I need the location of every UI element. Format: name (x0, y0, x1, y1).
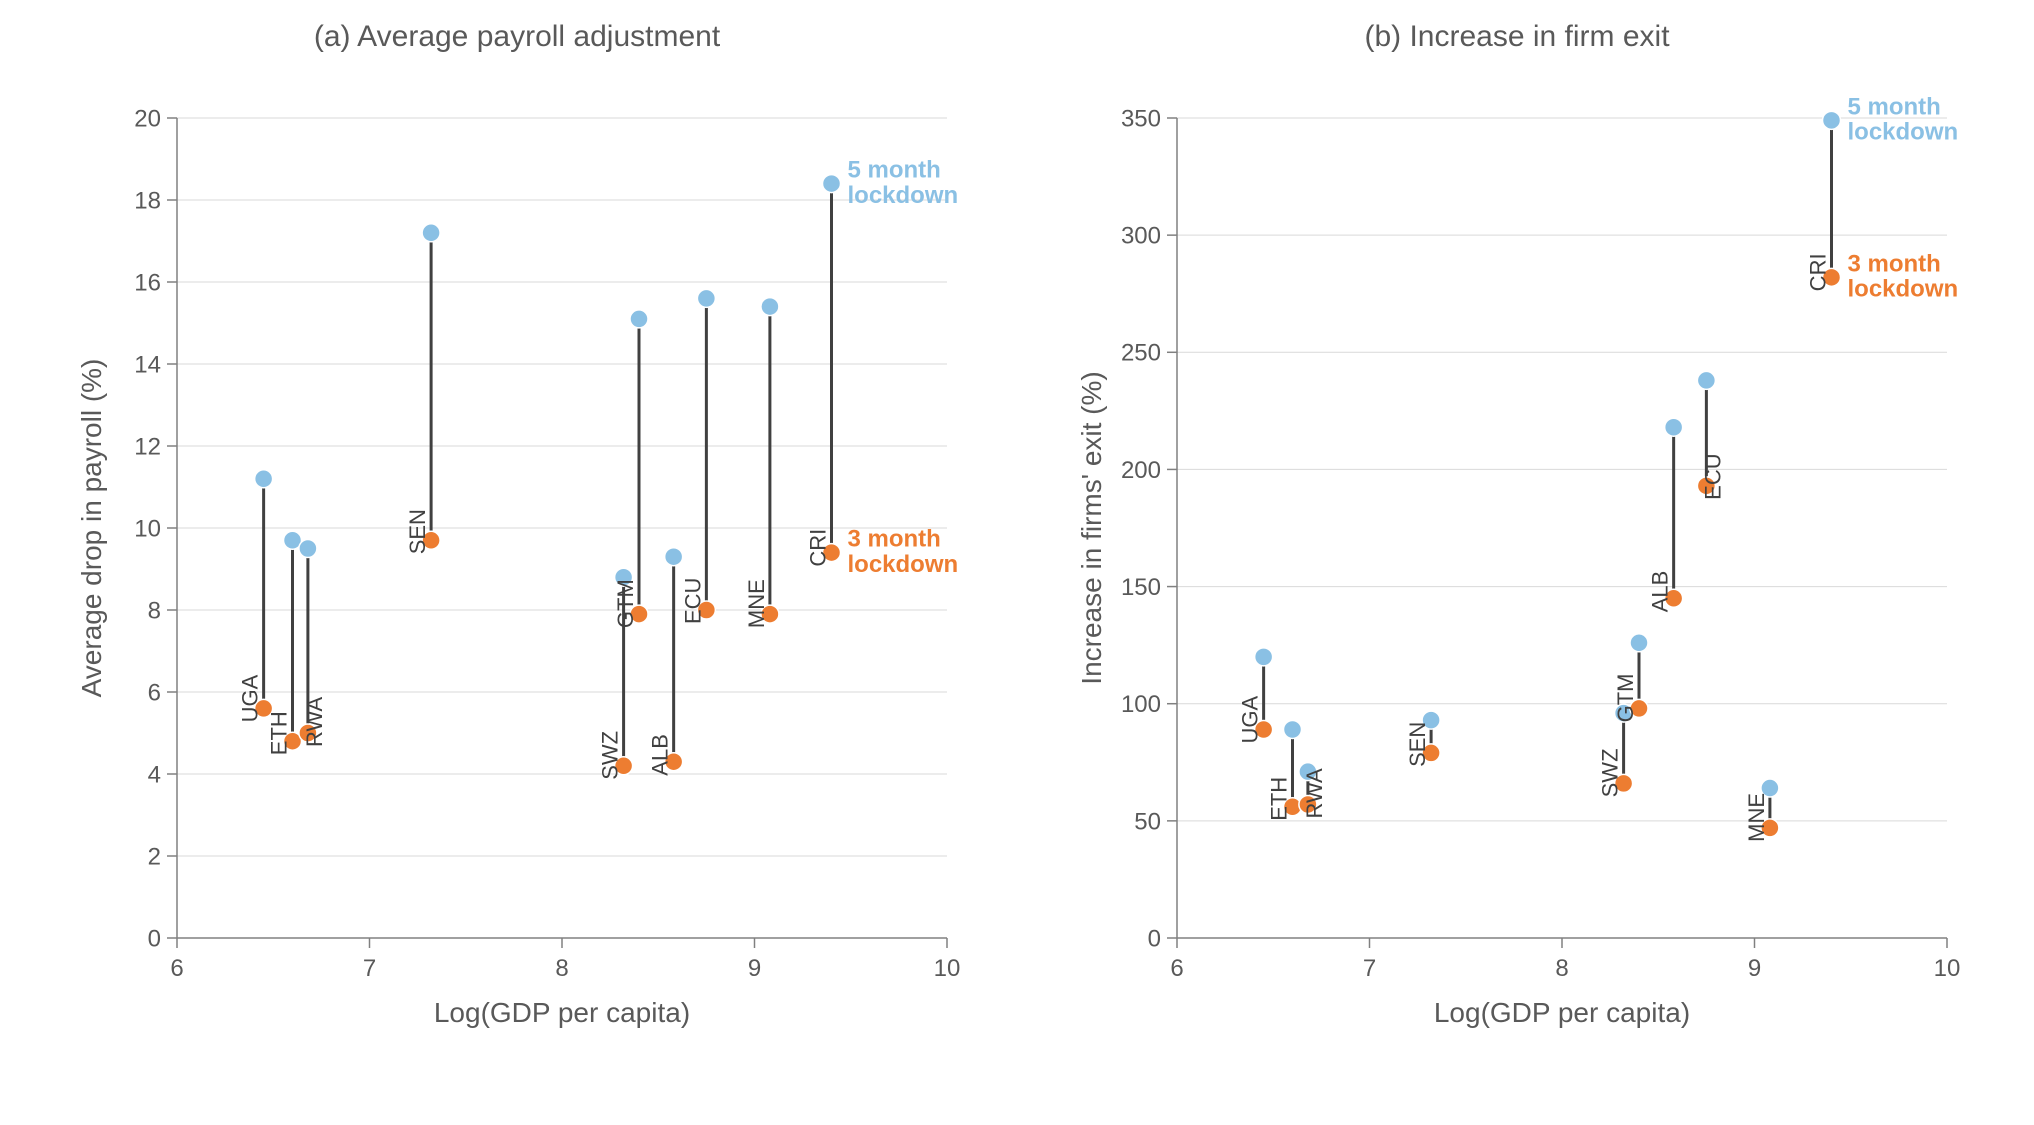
country-label: MNE (744, 579, 769, 628)
marker-5month (1665, 418, 1683, 436)
country-label: ECU (680, 578, 705, 624)
x-tick-label: 6 (1170, 955, 1183, 982)
country-label: ETH (1267, 777, 1292, 821)
y-tick-label: 10 (134, 515, 161, 542)
country-label: MNE (1744, 793, 1769, 842)
y-tick-label: 14 (134, 351, 161, 378)
y-tick-label: 8 (148, 597, 161, 624)
y-tick-label: 6 (148, 679, 161, 706)
panel-b-title: (b) Increase in firm exit (1037, 20, 1997, 54)
y-tick-label: 150 (1121, 574, 1161, 601)
country-label: UGA (238, 674, 263, 722)
y-tick-label: 16 (134, 269, 161, 296)
country-label: ALB (648, 734, 673, 776)
y-tick-label: 350 (1121, 105, 1161, 132)
country-label: SWZ (598, 731, 623, 780)
x-tick-label: 9 (748, 955, 761, 982)
marker-5month (823, 175, 841, 193)
y-tick-label: 12 (134, 433, 161, 460)
country-label: ECU (1700, 453, 1725, 499)
y-tick-label: 0 (1148, 925, 1161, 952)
country-label: ALB (1648, 571, 1673, 613)
y-tick-label: 250 (1121, 340, 1161, 367)
y-tick-label: 300 (1121, 223, 1161, 250)
country-label: GTM (1613, 674, 1638, 723)
marker-5month (665, 548, 683, 566)
x-tick-label: 10 (934, 955, 961, 982)
country-label: SEN (405, 509, 430, 554)
marker-5month (422, 224, 440, 242)
x-tick-label: 7 (1363, 955, 1376, 982)
y-tick-label: 100 (1121, 691, 1161, 718)
y-tick-label: 200 (1121, 457, 1161, 484)
marker-5month (1284, 720, 1302, 738)
marker-5month (1697, 371, 1715, 389)
x-tick-label: 7 (363, 955, 376, 982)
country-label: CRI (806, 529, 831, 567)
y-tick-label: 20 (134, 105, 161, 132)
marker-5month (1630, 634, 1648, 652)
marker-5month (299, 540, 317, 558)
marker-5month (761, 298, 779, 316)
panel-a-svg: 6 7 8 9 10 0 2 4 6 8 10 12 14 16 18 20 Log(GDP per capit… (37, 58, 997, 1058)
marker-5month (630, 310, 648, 328)
y-tick-label: 4 (148, 761, 161, 788)
country-label: GTM (613, 579, 638, 628)
charts-container: (a) Average payroll adjustment 678910024… (20, 20, 2014, 1058)
x-tick-label: 8 (555, 955, 568, 982)
country-label: RWA (302, 697, 327, 747)
panel-a-title: (a) Average payroll adjustment (37, 20, 997, 54)
y-axis-label: Increase in firms' exit (%) (1076, 371, 1107, 684)
marker-5month (1823, 111, 1841, 129)
panel-a: (a) Average payroll adjustment 6 7 8 9 10 0 2 4… (37, 20, 997, 1058)
x-tick-label: 6 (170, 955, 183, 982)
y-tick-label: 50 (1134, 808, 1161, 835)
marker-5month (1255, 648, 1273, 666)
marker-5month (697, 289, 715, 307)
country-label: UGA (1238, 695, 1263, 743)
y-axis-label: Average drop in payroll (%) (76, 359, 107, 698)
panel-b-svg: 678910050100150200250300350Log(GDP per c… (1037, 58, 1997, 1058)
y-tick-label: 2 (148, 843, 161, 870)
country-label: SWZ (1598, 748, 1623, 797)
x-axis-label: Log(GDP per capita) (1434, 997, 1690, 1028)
panel-b: (b) Increase in firm exit 67891005010015… (1037, 20, 1997, 1058)
x-tick-label: 9 (1748, 955, 1761, 982)
country-label: CRI (1806, 253, 1831, 291)
country-label: SEN (1405, 722, 1430, 767)
marker-5month (255, 470, 273, 488)
x-tick-label: 8 (1555, 955, 1568, 982)
x-tick-label: 10 (1934, 955, 1961, 982)
country-label: ETH (267, 711, 292, 755)
country-label: RWA (1302, 768, 1327, 818)
y-tick-label: 0 (148, 925, 161, 952)
y-tick-label: 18 (134, 187, 161, 214)
legend-5month: 5 monthlockdown (1848, 93, 1959, 145)
x-axis-label: Log(GDP per capita) (434, 997, 690, 1028)
